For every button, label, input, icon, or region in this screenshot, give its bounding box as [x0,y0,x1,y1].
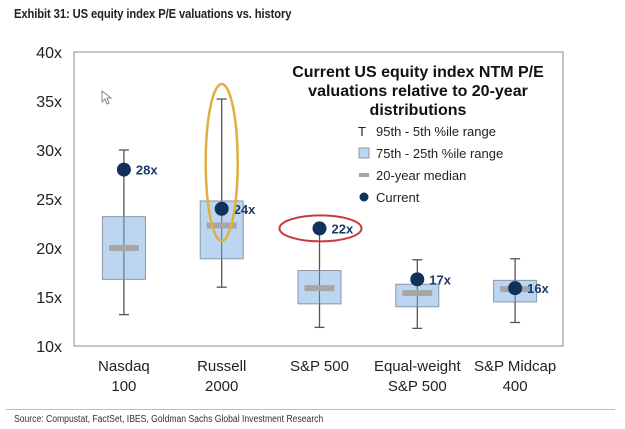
legend-label: Current [376,190,420,205]
legend-label: 20-year median [376,168,466,183]
category-3: 17x [395,259,452,330]
y-tick-label: 10x [36,339,62,356]
legend-label: 95th - 5th %ile range [376,124,496,139]
current-value-label: 16x [527,281,549,296]
y-tick-label: 20x [36,241,62,258]
x-tick-label: S&P 500 [388,378,447,395]
category-2: 22x [297,221,354,329]
chart-title-line: Current US equity index NTM P/E [292,64,544,81]
median-marker [402,290,433,297]
highlight-ellipse-red [278,214,363,243]
highlight-ellipse-gold [204,82,239,243]
x-axis-labels: Nasdaq 100 Russell 2000 S&P 500 Equal-weight S… [98,358,556,395]
current-dot [116,162,131,177]
median-marker [108,245,139,251]
y-tick-label: 15x [36,290,62,307]
chart-title-line: valuations relative to 20-year [308,83,528,100]
y-tick-label: 35x [36,94,62,111]
legend-current-icon [359,192,369,202]
annotations [204,82,363,243]
mouse-cursor-icon [101,90,113,105]
legend-box-icon [358,147,370,159]
legend-label: 75th - 25th %ile range [376,146,503,161]
box-series: 28x 24x 22x 17x 16x [101,98,550,330]
plot-frame [73,51,564,347]
source-note: Source: Compustat, FactSet, IBES, Goldma… [14,414,324,425]
current-value-label: 17x [429,272,451,287]
median-marker [304,285,335,292]
current-value-label: 28x [136,163,158,178]
current-dot [214,201,229,216]
current-dot [508,281,523,296]
x-tick-label: 100 [111,378,136,395]
legend-whisker-icon: T [358,124,366,139]
chart-title-line: distributions [370,102,467,119]
category-0: 28x [101,149,158,316]
x-tick-label: 400 [503,378,528,395]
current-dot [410,272,425,287]
legend: Current US equity index NTM P/E valuation… [292,64,544,205]
x-tick-label: Russell [197,358,246,375]
axes [73,51,564,347]
current-value-label: 24x [234,202,256,217]
current-value-label: 22x [332,221,354,236]
median-marker [206,222,237,229]
y-tick-label: 25x [36,192,62,209]
exhibit-title: Exhibit 31: US equity index P/E valuatio… [14,6,292,21]
y-axis-ticks: 10x 15x 20x 25x 30x 35x 40x [36,45,62,356]
x-tick-label: S&P Midcap [474,358,556,375]
x-tick-label: S&P 500 [290,358,349,375]
x-tick-label: 2000 [205,378,238,395]
category-1: 24x [199,98,256,288]
y-tick-label: 40x [36,45,62,62]
x-tick-label: Nasdaq [98,358,150,375]
category-4: 16x [493,258,550,324]
current-dot [312,221,327,236]
source-divider [6,409,615,410]
y-tick-label: 30x [36,143,62,160]
legend-median-icon [359,173,369,177]
x-tick-label: Equal-weight [374,358,462,375]
